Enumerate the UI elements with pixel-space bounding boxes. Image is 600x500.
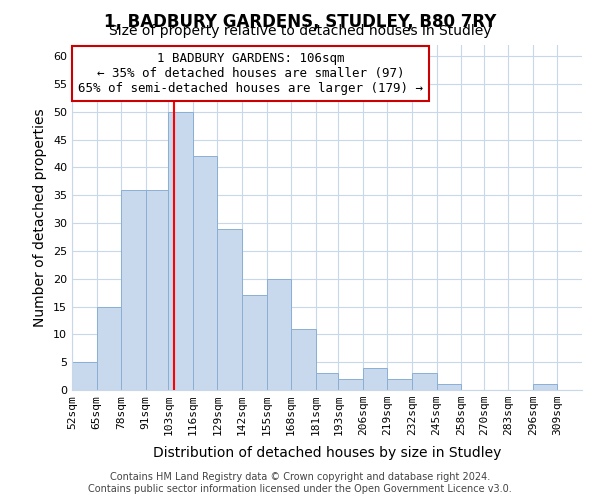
- Bar: [266, 278, 291, 390]
- Bar: [217, 228, 242, 390]
- Bar: [146, 190, 169, 390]
- Text: Contains HM Land Registry data © Crown copyright and database right 2024.
Contai: Contains HM Land Registry data © Crown c…: [88, 472, 512, 494]
- Y-axis label: Number of detached properties: Number of detached properties: [34, 108, 47, 327]
- Bar: [121, 190, 146, 390]
- Bar: [316, 374, 338, 390]
- Bar: [97, 306, 121, 390]
- Text: Size of property relative to detached houses in Studley: Size of property relative to detached ho…: [109, 24, 491, 38]
- Text: 1, BADBURY GARDENS, STUDLEY, B80 7RY: 1, BADBURY GARDENS, STUDLEY, B80 7RY: [104, 12, 496, 30]
- Bar: [388, 379, 412, 390]
- Bar: [412, 374, 437, 390]
- Bar: [169, 112, 193, 390]
- Bar: [242, 296, 266, 390]
- Text: 1 BADBURY GARDENS: 106sqm
← 35% of detached houses are smaller (97)
65% of semi-: 1 BADBURY GARDENS: 106sqm ← 35% of detac…: [78, 52, 423, 95]
- Bar: [363, 368, 388, 390]
- Bar: [72, 362, 97, 390]
- Bar: [291, 329, 316, 390]
- X-axis label: Distribution of detached houses by size in Studley: Distribution of detached houses by size …: [153, 446, 501, 460]
- Bar: [338, 379, 363, 390]
- Bar: [437, 384, 461, 390]
- Bar: [533, 384, 557, 390]
- Bar: [193, 156, 217, 390]
